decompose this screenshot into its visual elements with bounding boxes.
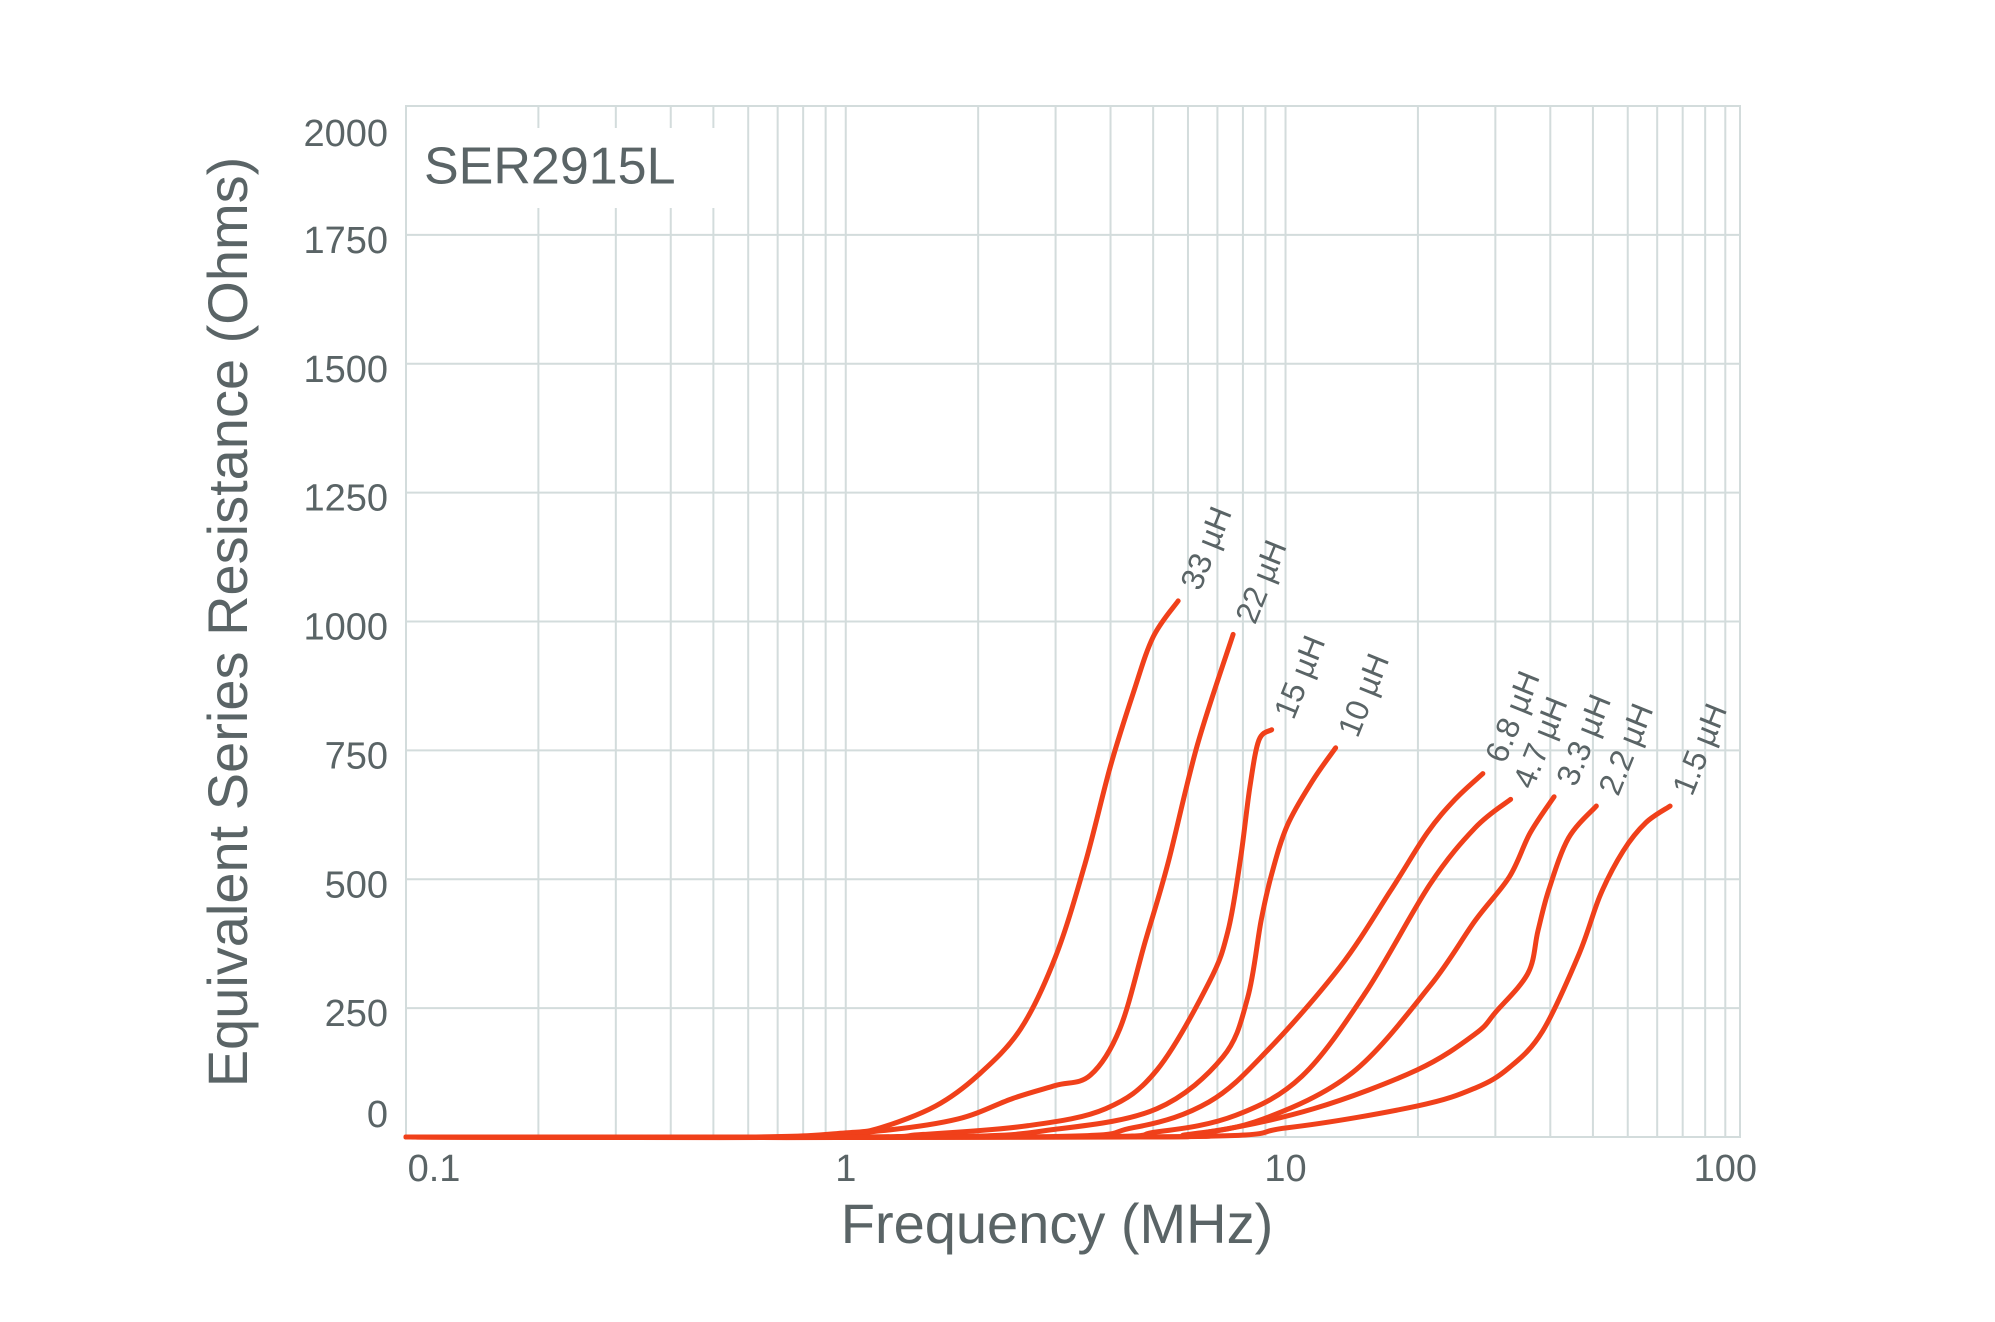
x-tick-label: 10 (1264, 1148, 1306, 1190)
series-line (403, 727, 1275, 1140)
x-tick-label: 0.1 (408, 1148, 461, 1190)
y-tick-label: 1000 (303, 607, 388, 649)
y-tick-label: 0 (367, 1094, 388, 1136)
chart-title: SER2915L (424, 138, 676, 196)
series-label: 15 µH (1267, 630, 1333, 723)
x-tick-label: 1 (835, 1148, 856, 1190)
series-label: 1.5 µH (1665, 698, 1734, 799)
series-line (403, 598, 1181, 1140)
y-tick-label: 1500 (303, 349, 388, 391)
series-line (403, 771, 1486, 1141)
series-label: 10 µH (1331, 648, 1397, 741)
series-line (403, 631, 1236, 1140)
series-label: 22 µH (1228, 535, 1294, 628)
series-line (403, 745, 1339, 1141)
series-label: 33 µH (1173, 501, 1239, 594)
y-axis-title: Equivalent Series Resistance (Ohms) (196, 157, 259, 1088)
x-tick-label: 100 (1694, 1148, 1757, 1190)
y-tick-label: 500 (325, 864, 388, 906)
y-tick-label: 250 (325, 993, 388, 1035)
series-line (403, 796, 1514, 1140)
y-tick-label: 1250 (303, 478, 388, 520)
title-box (418, 128, 718, 208)
series-line (403, 803, 1673, 1141)
grid (405, 105, 1740, 1138)
y-tick-label: 750 (325, 735, 388, 777)
y-tick-label: 2000 (303, 113, 388, 155)
x-axis-title: Frequency (MHz) (841, 1192, 1274, 1255)
y-tick-label: 1750 (303, 220, 388, 262)
